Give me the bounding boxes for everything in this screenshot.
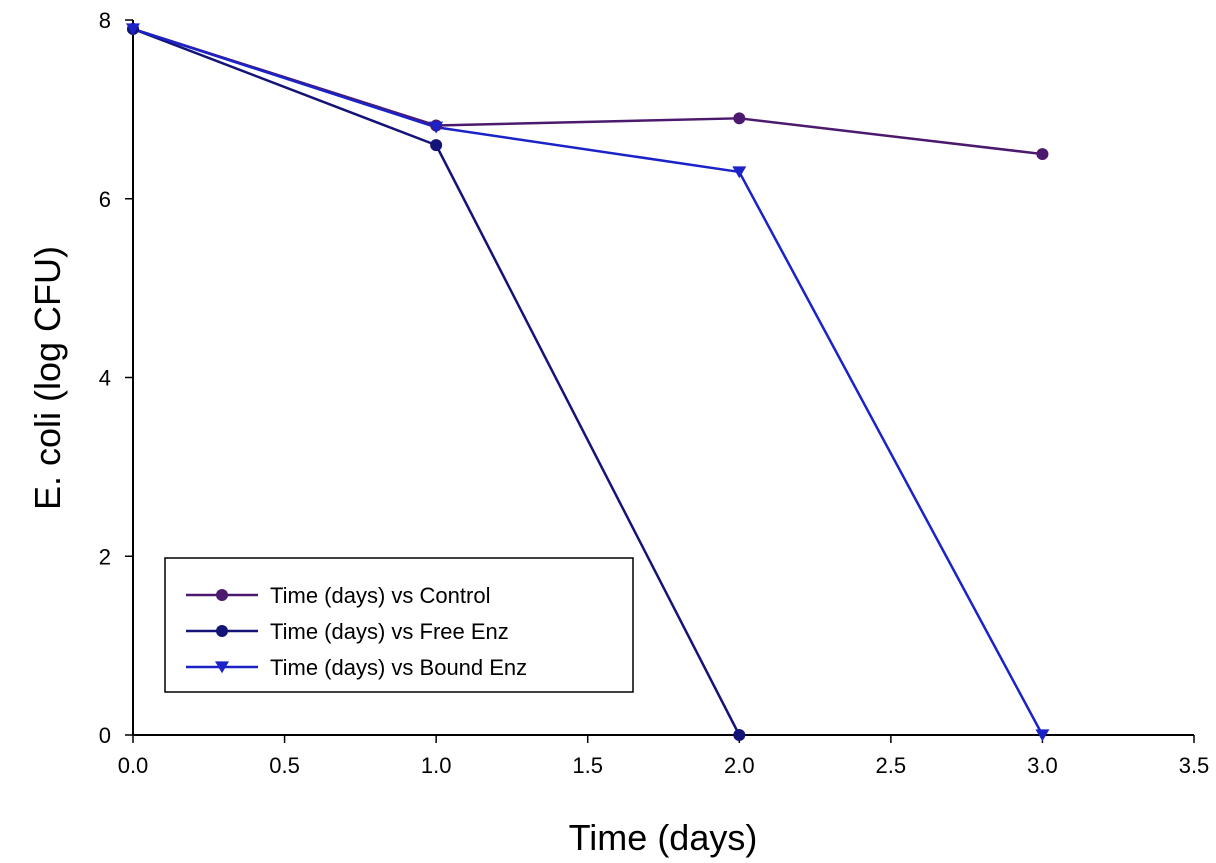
y-tick-label: 0 bbox=[99, 723, 111, 748]
data-point bbox=[1035, 729, 1050, 742]
y-tick-label: 8 bbox=[99, 8, 111, 33]
x-ticks: 0.0 0.5 1.0 1.5 2.0 2.5 3.0 3.5 bbox=[118, 735, 1210, 778]
x-tick-label: 3.5 bbox=[1179, 753, 1210, 778]
data-point bbox=[733, 729, 746, 741]
legend-items: Time (days) vs Control Time (days) vs Fre… bbox=[186, 583, 527, 680]
legend-label: Time (days) vs Control bbox=[270, 583, 490, 608]
y-tick-label: 4 bbox=[99, 366, 111, 391]
x-tick-label: 2.0 bbox=[724, 753, 755, 778]
data-point bbox=[732, 166, 747, 179]
x-tick-label: 3.0 bbox=[1027, 753, 1058, 778]
data-point bbox=[126, 23, 140, 36]
x-tick-label: 0.0 bbox=[118, 753, 149, 778]
y-tick-label: 2 bbox=[99, 544, 111, 569]
legend-marker bbox=[216, 625, 228, 637]
series-line-2 bbox=[132, 27, 1044, 736]
legend-label: Time (days) vs Free Enz bbox=[270, 619, 509, 644]
data-point bbox=[430, 139, 443, 152]
x-tick-label: 0.5 bbox=[269, 753, 300, 778]
x-tick-label: 1.5 bbox=[572, 753, 603, 778]
legend-box bbox=[164, 557, 634, 693]
series-line-0 bbox=[132, 27, 1043, 156]
legend-label: Time (days) vs Bound Enz bbox=[270, 655, 527, 680]
x-tick-label: 1.0 bbox=[421, 753, 452, 778]
y-axis-title: E. coli (log CFU) bbox=[27, 246, 68, 510]
y-tick-label: 6 bbox=[99, 187, 111, 212]
data-point bbox=[1036, 148, 1049, 161]
x-tick-label: 2.5 bbox=[876, 753, 907, 778]
legend-marker bbox=[216, 589, 228, 601]
data-point bbox=[429, 121, 444, 134]
data-point bbox=[733, 112, 746, 125]
legend-marker bbox=[215, 661, 229, 674]
legend: Time (days) vs Control Time (days) vs Fre… bbox=[164, 557, 634, 693]
x-axis-title: Time (days) bbox=[569, 817, 758, 858]
y-ticks: 0 2 4 6 8 bbox=[99, 8, 133, 748]
series-markers bbox=[126, 22, 1050, 742]
